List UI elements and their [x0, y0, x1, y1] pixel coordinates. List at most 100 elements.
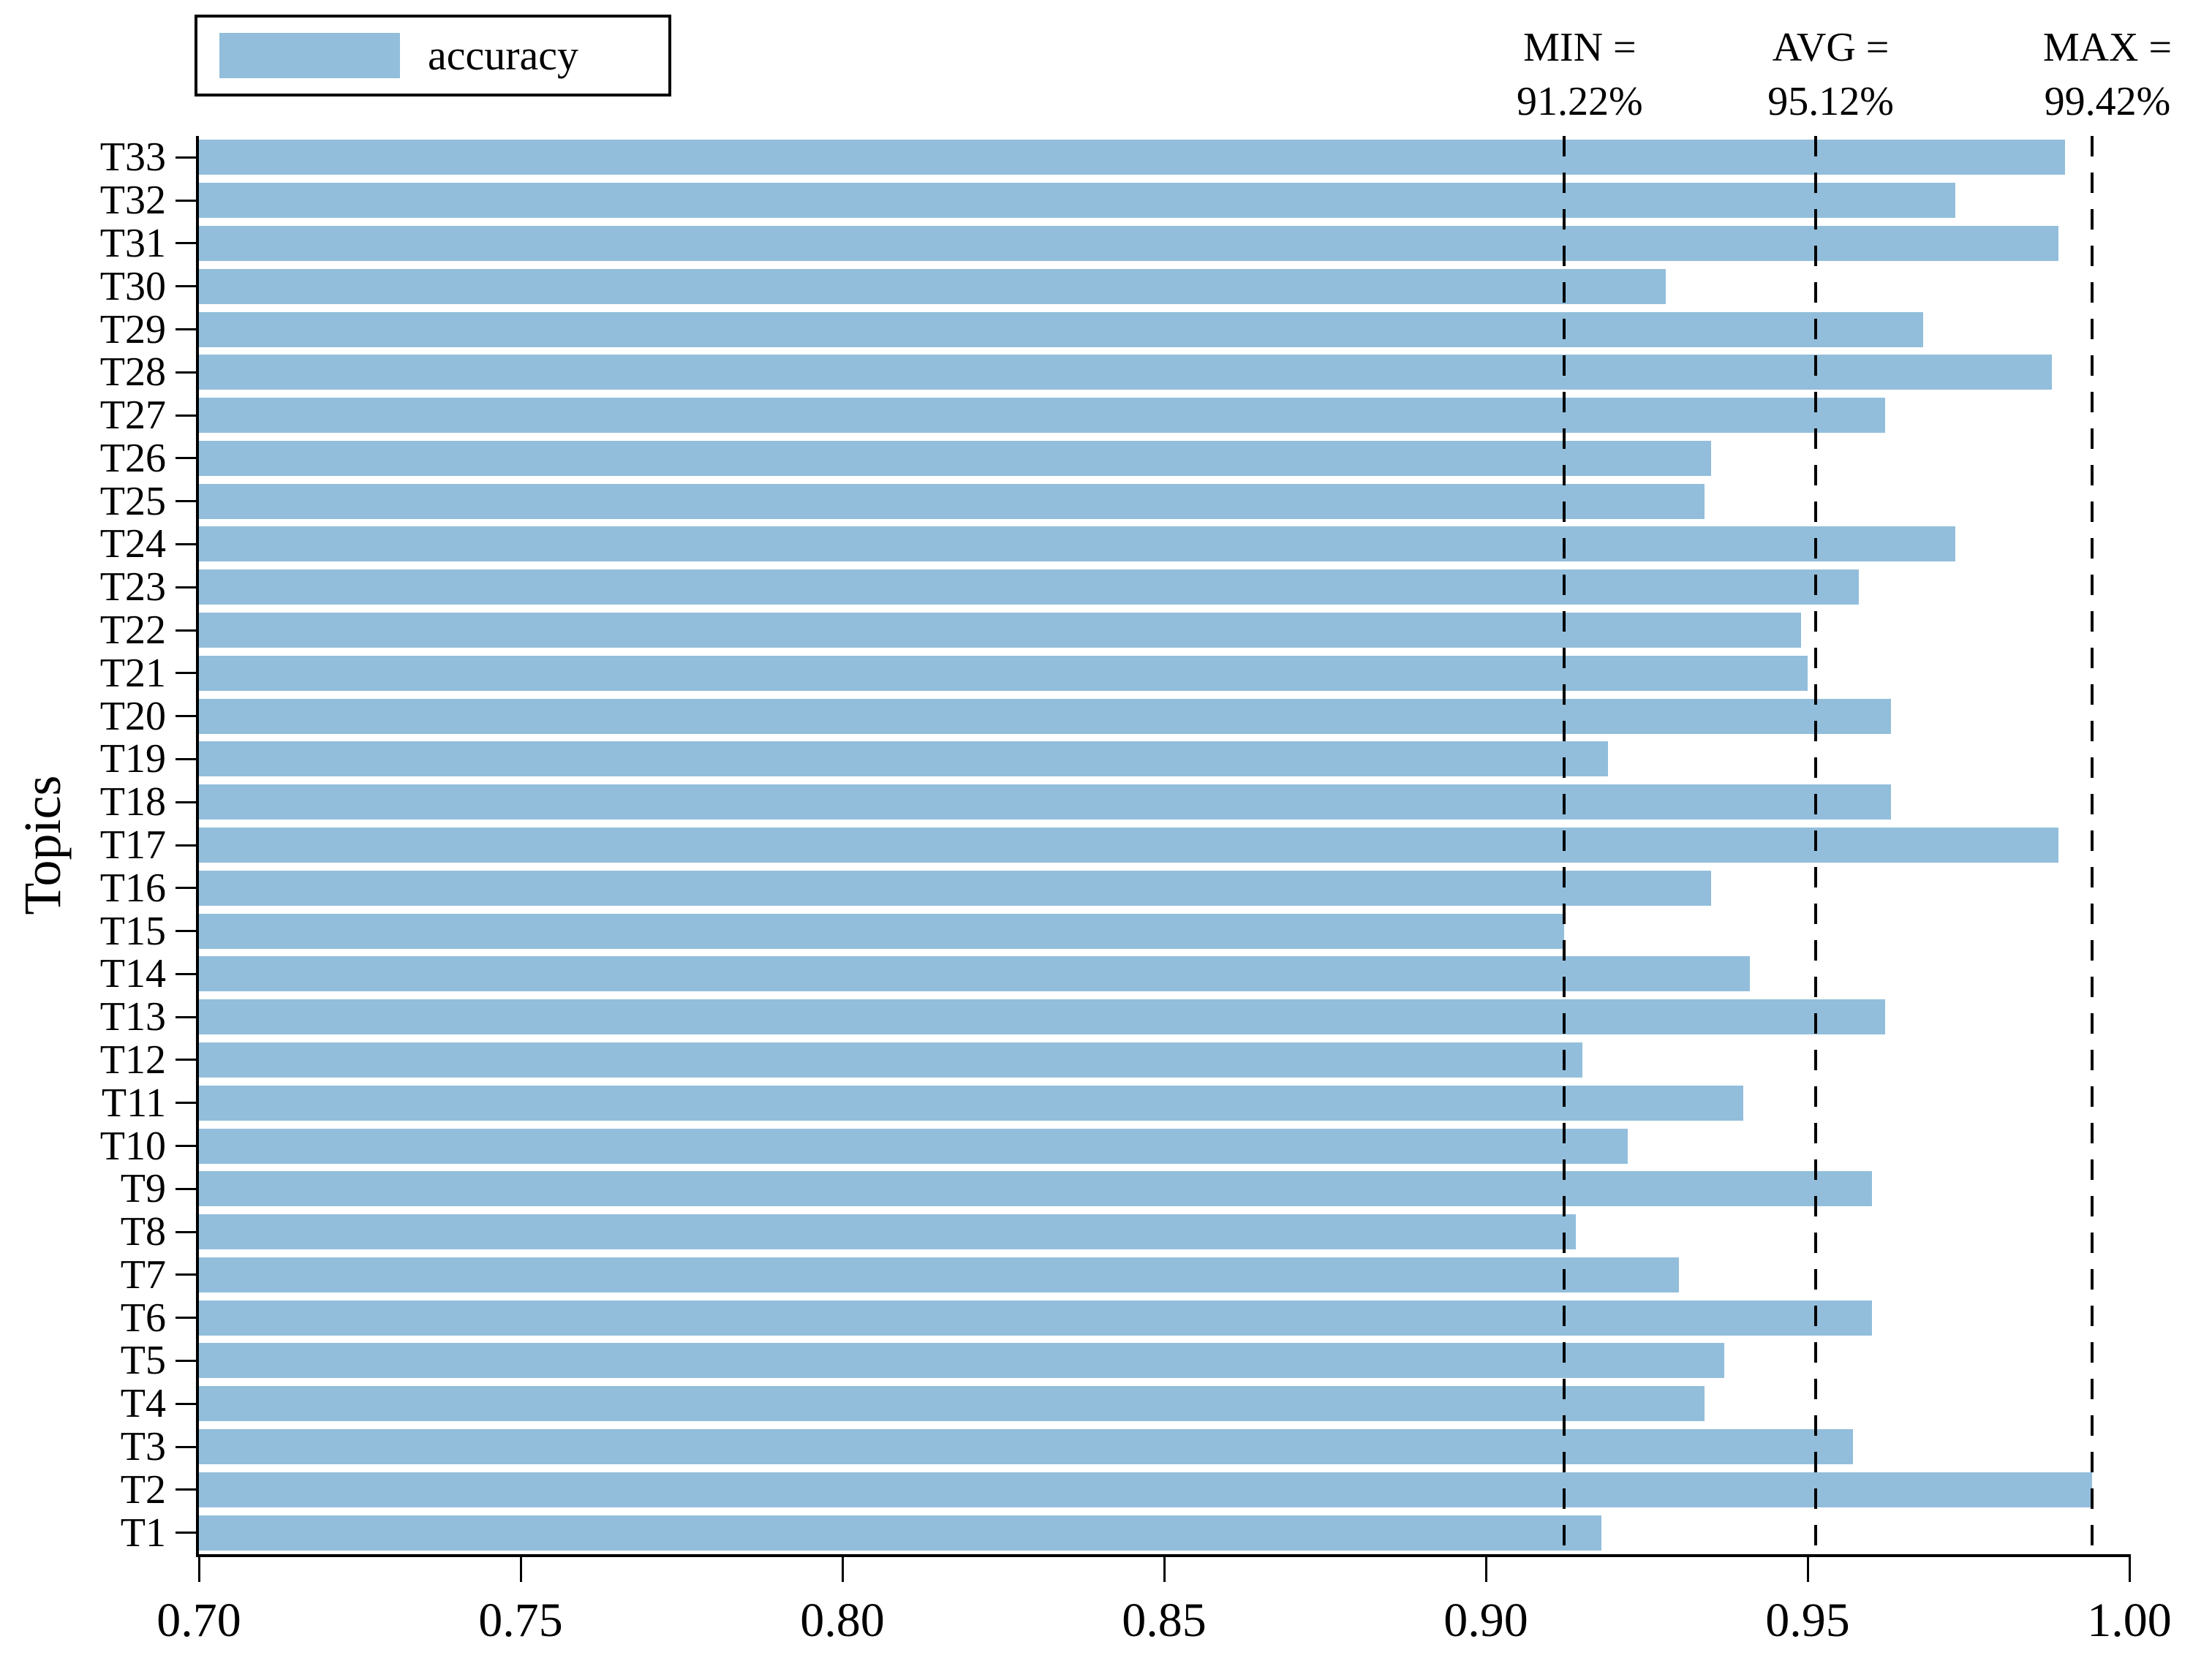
y-tick	[175, 242, 196, 245]
y-tick-label: T29	[99, 306, 166, 352]
bar-T14	[199, 956, 1750, 992]
y-tick	[175, 1445, 196, 1448]
legend-swatch	[219, 33, 400, 78]
bar-T8	[199, 1214, 1577, 1250]
reference-annotation-min: MIN = 91.22%	[1517, 20, 1643, 129]
y-tick	[175, 328, 196, 331]
y-tick	[175, 1230, 196, 1233]
y-tick	[175, 542, 196, 545]
bar-T6	[199, 1300, 1872, 1336]
x-tick-label: 0.85	[1122, 1594, 1207, 1647]
bar-T31	[199, 225, 2059, 261]
bar-T13	[199, 999, 1885, 1035]
bar-T22	[199, 613, 1802, 648]
y-tick	[175, 285, 196, 288]
y-tick-label: T12	[99, 1037, 166, 1083]
legend: accuracy	[195, 15, 671, 96]
y-tick	[175, 1402, 196, 1405]
y-tick-label: T30	[99, 263, 166, 309]
y-tick-label: T18	[99, 779, 166, 825]
bar-T9	[199, 1171, 1872, 1207]
x-tick-label: 0.80	[800, 1594, 885, 1647]
y-tick	[175, 629, 196, 632]
y-tick-label: T9	[120, 1166, 166, 1212]
y-tick-label: T5	[120, 1338, 166, 1384]
y-tick-label: T4	[120, 1381, 166, 1427]
y-tick	[175, 1145, 196, 1147]
y-tick	[175, 414, 196, 417]
x-tick-label: 0.95	[1765, 1594, 1850, 1647]
x-tick	[1484, 1554, 1487, 1582]
bar-T33	[199, 140, 2065, 175]
x-tick	[841, 1554, 844, 1582]
y-tick-label: T10	[99, 1123, 166, 1169]
reference-line-max	[2090, 136, 2094, 1554]
bar-T16	[199, 870, 1711, 906]
y-tick-label: T23	[99, 564, 166, 610]
bar-T1	[199, 1515, 1602, 1551]
bar-T27	[199, 398, 1885, 434]
y-tick	[175, 972, 196, 975]
y-tick-label: T31	[99, 220, 166, 266]
y-tick	[175, 930, 196, 933]
bar-T11	[199, 1085, 1743, 1121]
bar-T20	[199, 698, 1892, 734]
y-tick-label: T16	[99, 865, 166, 911]
y-tick	[175, 1532, 196, 1534]
y-tick-label: T26	[99, 435, 166, 481]
y-tick	[175, 844, 196, 847]
x-tick	[2128, 1554, 2131, 1582]
reference-annotation-avg: AVG = 95.12%	[1767, 20, 1894, 129]
y-tick-label: T24	[99, 521, 166, 567]
y-tick-label: T13	[99, 994, 166, 1040]
y-tick-label: T8	[120, 1209, 166, 1255]
y-tick	[175, 887, 196, 890]
bar-T17	[199, 828, 2059, 863]
bar-T12	[199, 1042, 1582, 1078]
bar-T29	[199, 311, 1924, 347]
reference-value: 99.42%	[2044, 79, 2171, 124]
y-tick-label: T25	[99, 478, 166, 524]
bar-T32	[199, 183, 1956, 219]
bar-T5	[199, 1343, 1724, 1379]
bar-T30	[199, 268, 1666, 304]
y-tick	[175, 715, 196, 718]
y-tick-label: T28	[99, 349, 166, 395]
y-tick	[175, 757, 196, 760]
bar-T15	[199, 913, 1565, 949]
y-tick-label: T27	[99, 393, 166, 439]
bar-T23	[199, 569, 1860, 605]
x-tick	[1163, 1554, 1166, 1582]
bar-T18	[199, 784, 1892, 820]
y-tick	[175, 1359, 196, 1362]
bar-T28	[199, 355, 2053, 390]
legend-label: accuracy	[428, 31, 579, 79]
y-tick	[175, 156, 196, 159]
bar-T24	[199, 526, 1956, 562]
bar-T4	[199, 1386, 1705, 1422]
reference-line-avg	[1813, 136, 1817, 1554]
y-tick	[175, 1015, 196, 1018]
bar-T19	[199, 741, 1609, 777]
y-tick	[175, 672, 196, 675]
y-tick-label: T33	[99, 135, 166, 181]
reference-value: 91.22%	[1517, 79, 1643, 124]
y-tick	[175, 199, 196, 202]
y-tick	[175, 371, 196, 374]
bar-T7	[199, 1257, 1679, 1292]
bar-T2	[199, 1472, 2092, 1507]
x-tick-label: 0.90	[1443, 1594, 1528, 1647]
bar-T10	[199, 1128, 1628, 1164]
bar-T26	[199, 440, 1711, 476]
bar-T25	[199, 483, 1705, 519]
y-tick-label: T6	[120, 1295, 166, 1341]
y-tick	[175, 1488, 196, 1491]
reference-value: 95.12%	[1767, 79, 1894, 124]
y-tick-label: T1	[120, 1510, 166, 1556]
x-tick-label: 0.70	[156, 1594, 241, 1647]
plot-area: T33 T32 T31 T30 T29 T28 T27 T26 T25 T24 T23 T22 T21 T…	[100, 136, 2172, 1645]
y-tick	[175, 1317, 196, 1320]
y-tick-label: T19	[99, 736, 166, 782]
x-tick	[519, 1554, 522, 1582]
